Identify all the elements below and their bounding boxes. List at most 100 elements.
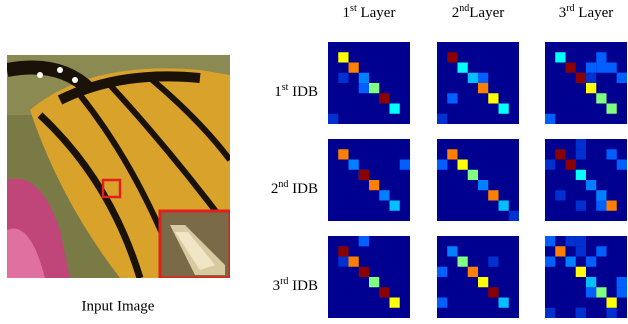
heatmap-cell	[389, 200, 400, 211]
heatmap-cell	[606, 62, 617, 73]
label-number: 3	[273, 278, 281, 294]
heatmap-cell	[616, 277, 627, 288]
heatmap-cell	[565, 159, 576, 170]
heatmap-cell	[575, 72, 586, 83]
heatmap-cell	[545, 159, 556, 170]
row-label: 2nd IDB	[271, 179, 318, 197]
heatmap-cell	[498, 297, 509, 308]
heatmap	[437, 42, 519, 124]
heatmap-cell	[478, 72, 489, 83]
heatmap-cell	[467, 169, 478, 180]
heatmap-cell	[575, 266, 586, 277]
heatmap-cell	[565, 256, 576, 267]
heatmap-cell	[498, 103, 509, 114]
caption: Input Image	[82, 298, 155, 314]
heatmap-cell	[498, 200, 509, 211]
heatmap-cell	[447, 52, 458, 63]
heatmap	[437, 236, 519, 318]
heatmap-cell	[616, 72, 627, 83]
heatmap-cell	[379, 190, 390, 201]
heatmap-cell	[555, 149, 566, 160]
heatmap-cell	[555, 246, 566, 257]
row-label: 1st IDB	[274, 82, 318, 100]
heatmap-cell	[399, 159, 410, 170]
heatmap	[545, 139, 627, 221]
heatmap-cell	[478, 83, 489, 94]
heatmap-cell	[338, 72, 349, 83]
heatmap-cell	[545, 113, 556, 124]
heatmap-cell	[348, 256, 359, 267]
heatmap-cell	[586, 62, 597, 73]
heatmap-cell	[575, 169, 586, 180]
heatmap-cell	[488, 256, 499, 267]
heatmap-cell	[586, 287, 597, 298]
heatmap-cell	[358, 266, 369, 277]
heatmap	[328, 42, 410, 124]
heatmap-cell	[437, 297, 448, 308]
row-label: 3rd IDB	[273, 276, 318, 294]
heatmap-cell	[447, 149, 458, 160]
heatmap-cell	[348, 62, 359, 73]
heatmap-cell	[586, 180, 597, 191]
heatmap-cell	[575, 246, 586, 257]
heatmap-cell	[606, 149, 617, 160]
label-suffix: nd	[459, 3, 469, 14]
heatmap-cell	[358, 83, 369, 94]
heatmap-cell	[488, 93, 499, 104]
column-header: 3rd Layer	[559, 3, 614, 21]
heatmap-cell	[369, 277, 380, 288]
column-header: 1st Layer	[343, 3, 396, 21]
column-header: 2ndLayer	[452, 3, 504, 21]
heatmap-cell	[437, 113, 448, 124]
heatmap	[545, 42, 627, 124]
heatmap-cell	[565, 62, 576, 73]
label-suffix: nd	[278, 179, 288, 190]
heatmap-cell	[586, 83, 597, 94]
heatmap-cell	[478, 180, 489, 191]
heatmap-cell	[508, 210, 519, 221]
heatmap-cell	[358, 236, 369, 247]
label-number: 3	[559, 5, 567, 21]
heatmap-cell	[328, 113, 339, 124]
label-number: 2	[271, 181, 279, 197]
heatmap-cell	[358, 72, 369, 83]
heatmap-cell	[348, 159, 359, 170]
label-number: 2	[452, 5, 460, 21]
heatmap-cell	[358, 169, 369, 180]
heatmap-cell	[616, 287, 627, 298]
heatmap-cell	[596, 62, 607, 73]
heatmap-cell	[545, 256, 556, 267]
heatmap-cell	[596, 246, 607, 257]
heatmap-cell	[338, 246, 349, 257]
label-suffix: rd	[566, 3, 574, 14]
heatmap-cell	[389, 297, 400, 308]
heatmap-cell	[575, 149, 586, 160]
heatmap-cell	[586, 277, 597, 288]
label-text: Layer	[357, 5, 396, 21]
heatmap-cell	[467, 72, 478, 83]
heatmap-cell	[575, 200, 586, 211]
heatmap-cell	[575, 139, 586, 150]
heatmap-cell	[338, 52, 349, 63]
heatmap-cell	[338, 149, 349, 160]
heatmap-cell	[555, 52, 566, 63]
heatmap-cell	[545, 236, 556, 247]
heatmap	[545, 236, 627, 318]
heatmap-cell	[369, 83, 380, 94]
heatmap-cell	[447, 246, 458, 257]
label-suffix: st	[282, 82, 289, 93]
label-text: Layer	[575, 5, 614, 21]
heatmap	[437, 139, 519, 221]
heatmap-cell	[488, 287, 499, 298]
heatmap-cell	[338, 256, 349, 267]
heatmap-cell	[586, 256, 597, 267]
heatmap-cell	[457, 62, 468, 73]
heatmap-cell	[447, 93, 458, 104]
heatmap-cell	[457, 256, 468, 267]
heatmap-cell	[575, 236, 586, 247]
heatmap-cell	[616, 159, 627, 170]
heatmap-cell	[586, 72, 597, 83]
label-text: IDB	[288, 84, 318, 100]
heatmap-cell	[545, 307, 556, 318]
